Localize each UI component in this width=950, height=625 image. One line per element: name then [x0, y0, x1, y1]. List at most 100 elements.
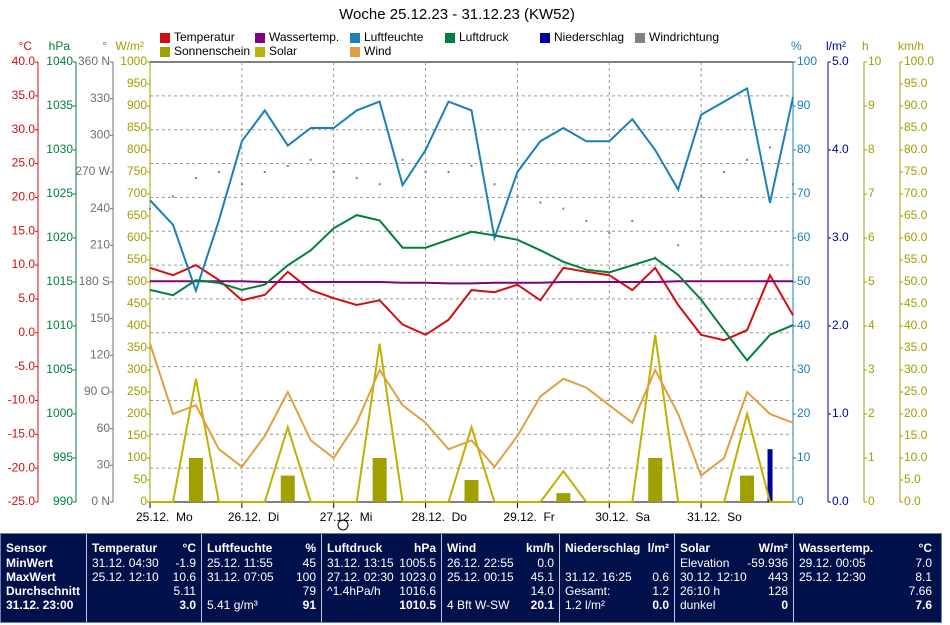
tick-label: 2.0: [832, 318, 849, 332]
table-cell: 7.66: [908, 584, 932, 598]
tick-label: 6: [868, 230, 875, 244]
column-header: Luftdruck hPa: [327, 541, 436, 556]
table-column: Solar W/m² Elevation -59.936 30.12. 12:10 443…: [674, 534, 793, 622]
tick-label: 55.0: [904, 252, 928, 266]
tick-label: 0: [797, 494, 804, 508]
table-row: Elevation -59.936: [680, 556, 788, 570]
tick-label: 1035: [46, 98, 73, 112]
table-row: MaxWert: [6, 570, 81, 584]
tick-label: 360 N: [78, 54, 110, 68]
dot: [792, 183, 794, 186]
axis-unit: hPa: [49, 39, 71, 53]
table-cell: 1.2: [652, 584, 669, 598]
table-cell: 45.1: [530, 570, 554, 584]
bar: [767, 449, 773, 502]
tick-label: 350: [127, 340, 147, 354]
table-cell: Elevation: [680, 556, 730, 570]
chart-title: Woche 25.12.23 - 31.12.23 (KW52): [339, 6, 575, 23]
legend-label: Temperatur: [174, 30, 235, 44]
table-row: 25.12. 12:30 8.1: [799, 570, 932, 584]
summary-table: Sensor MinWert MaxWert Durchschnitt 31.12. 2…: [0, 533, 942, 623]
tick-label: 40: [797, 318, 811, 332]
dot: [608, 232, 611, 235]
series-line: [149, 214, 794, 362]
tick-label: 150: [127, 428, 147, 442]
tick-label: 180 S: [79, 274, 110, 288]
dot: [424, 171, 427, 173]
tick-label: 25.0: [12, 156, 36, 170]
table-column: Luftdruck hPa 31.12. 13:15 1005.5 27.12. 02:…: [321, 534, 441, 622]
legend-label: Niederschlag: [554, 30, 624, 44]
tick-label: 45.0: [904, 296, 928, 310]
tick-label: 50.0: [904, 274, 928, 288]
dot: [723, 171, 726, 173]
dot: [401, 158, 404, 161]
tick-label: 75.0: [904, 164, 928, 178]
table-cell: 10.6: [172, 570, 196, 584]
dot: [263, 171, 266, 173]
legend-swatch: [160, 33, 170, 43]
tick-label: 500: [127, 274, 147, 288]
tick-label: 20.0: [904, 406, 928, 420]
table-cell: -59.936: [747, 556, 788, 570]
tick-label: 90.0: [904, 98, 928, 112]
table-cell: -1.9: [175, 556, 196, 570]
legend-swatch: [350, 47, 360, 57]
tick-label: 35.0: [904, 340, 928, 354]
table-cell: 31.12. 23:00: [6, 598, 74, 612]
table-row: Gesamt: 1.2: [565, 584, 669, 598]
tick-label: 950: [127, 76, 147, 90]
dot: [355, 177, 358, 180]
table-cell: 31.12. 07:05: [207, 570, 274, 584]
column-header: Solar W/m²: [680, 541, 788, 556]
table-cell: 8.1: [915, 570, 932, 584]
tick-label: 60.0: [904, 230, 928, 244]
tick-label: 650: [127, 208, 147, 222]
table-row: ^1.4hPa/h 1016.6: [327, 584, 436, 598]
tick-label: 3.0: [832, 230, 849, 244]
x-tick-label: 25.12. Mo: [136, 510, 193, 524]
tick-label: 10.0: [12, 257, 36, 271]
series-line: [150, 334, 793, 503]
tick-label: 60: [797, 230, 811, 244]
table-cell: 0.0: [537, 556, 554, 570]
legend-label: Luftdruck: [459, 30, 509, 44]
tick-label: 3: [868, 362, 875, 376]
tick-label: 5.0: [18, 291, 35, 305]
table-cell: 5.11: [173, 584, 196, 598]
tick-label: 550: [127, 252, 147, 266]
tick-label: 0.0: [18, 325, 35, 339]
tick-label: 900: [127, 98, 147, 112]
tick-label: 10: [868, 54, 882, 68]
header-text: Luftfeuchte: [207, 541, 273, 555]
legend-label: Wassertemp.: [269, 30, 339, 44]
series-line: [149, 343, 794, 478]
tick-label: 5: [868, 274, 875, 288]
table-cell: 14.0: [530, 584, 554, 598]
table-row: MinWert: [6, 556, 81, 570]
tick-label: 85.0: [904, 120, 928, 134]
x-tick-label: 26.12. Di: [228, 510, 279, 524]
table-cell: 1005.5: [399, 556, 436, 570]
dot: [677, 244, 680, 247]
axis-unit: W/m²: [115, 39, 144, 53]
tick-label: 15.0: [12, 223, 36, 237]
header-text: Luftdruck: [327, 541, 383, 555]
column-header: Sensor: [6, 541, 81, 556]
tick-label: 30.0: [904, 362, 928, 376]
tick-label: 10: [797, 450, 811, 464]
tick-label: 50: [134, 472, 148, 486]
legend-label: Wind: [364, 44, 391, 58]
legend-label: Solar: [269, 44, 297, 58]
legend-label: Luftfeuchte: [364, 30, 424, 44]
table-cell: 0: [781, 598, 788, 612]
table-cell: MaxWert: [6, 570, 56, 584]
table-cell: 100: [295, 570, 316, 584]
legend-swatch: [635, 33, 645, 43]
table-cell: 7.6: [915, 598, 932, 612]
column-header: Wassertemp. °C: [799, 541, 932, 556]
table-cell: 0.0: [652, 598, 669, 612]
tick-label: 100: [127, 450, 147, 464]
table-cell: 91: [302, 598, 316, 612]
table-cell: 31.12. 16:25: [565, 570, 632, 584]
